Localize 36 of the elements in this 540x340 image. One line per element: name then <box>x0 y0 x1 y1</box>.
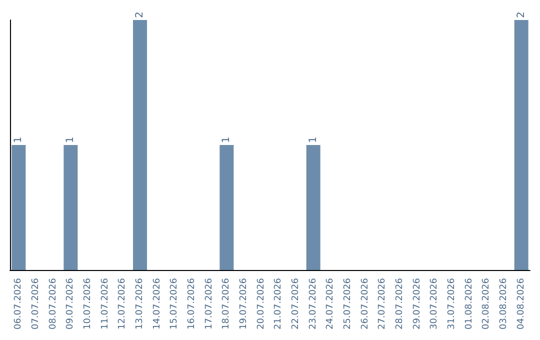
x-tick-label: 11.07.2026 <box>100 278 110 330</box>
x-tick-label: 19.07.2026 <box>239 278 249 330</box>
x-tick-label: 30.07.2026 <box>430 278 440 330</box>
x-tick-label: 13.07.2026 <box>135 278 145 330</box>
x-tick-label: 01.08.2026 <box>464 278 474 330</box>
x-tick-label: 03.08.2026 <box>499 278 509 330</box>
data-label: 1 <box>221 136 232 143</box>
x-tick-label: 28.07.2026 <box>395 278 405 330</box>
x-tick-label: 25.07.2026 <box>343 278 353 330</box>
data-label: 1 <box>65 136 76 143</box>
x-tick-label: 16.07.2026 <box>187 278 197 330</box>
x-tick-label: 17.07.2026 <box>204 278 214 330</box>
data-label: 1 <box>308 136 319 143</box>
x-tick-label: 04.08.2026 <box>516 278 526 330</box>
x-tick-label: 14.07.2026 <box>152 278 162 330</box>
x-tick-label: 24.07.2026 <box>326 278 336 330</box>
x-tick-label: 31.07.2026 <box>447 278 457 330</box>
x-tick-label: 08.07.2026 <box>48 278 58 330</box>
x-tick-label: 15.07.2026 <box>170 278 180 330</box>
x-tick-label: 27.07.2026 <box>378 278 388 330</box>
x-tick-label: 29.07.2026 <box>412 278 422 330</box>
x-tick-label: 23.07.2026 <box>308 278 318 330</box>
x-tick-label: 18.07.2026 <box>222 278 232 330</box>
x-tick-label: 07.07.2026 <box>31 278 41 330</box>
data-label: 1 <box>13 136 24 143</box>
x-tick-label: 02.08.2026 <box>482 278 492 330</box>
x-tick-label: 20.07.2026 <box>256 278 266 330</box>
x-tick-label: 06.07.2026 <box>14 278 24 330</box>
x-tick-label: 21.07.2026 <box>274 278 284 330</box>
x-tick-label: 10.07.2026 <box>83 278 93 330</box>
data-label: 2 <box>516 12 527 18</box>
x-tick-label: 12.07.2026 <box>118 278 128 330</box>
data-label: 2 <box>134 12 146 18</box>
x-tick-label: 26.07.2026 <box>360 278 370 330</box>
x-tick-label: 22.07.2026 <box>291 278 301 330</box>
x-tick-label: 09.07.2026 <box>66 278 76 330</box>
